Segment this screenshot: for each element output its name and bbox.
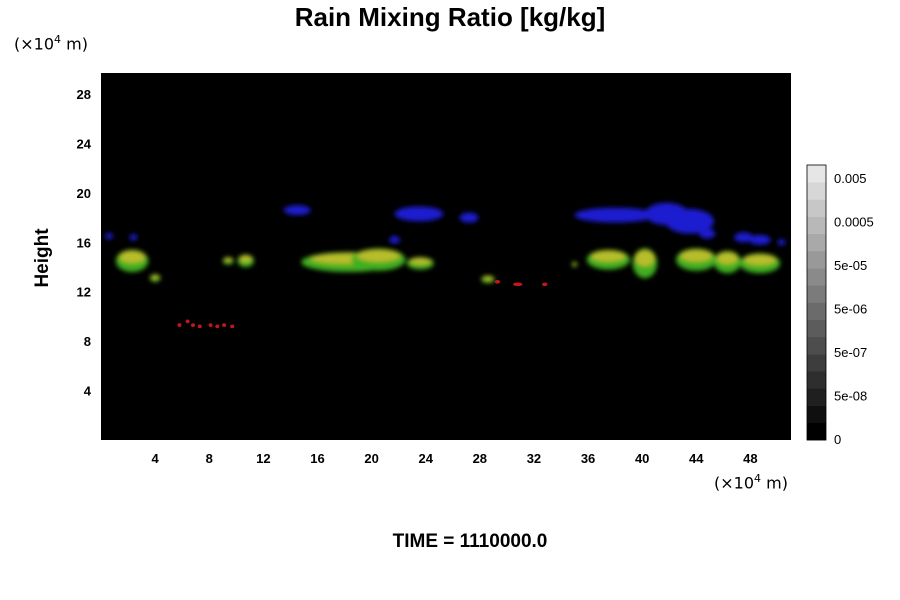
colorbar-frame [806, 164, 827, 441]
colorbar: 0.005 0.0005 5e-05 5e-06 5e-07 5e-08 0 [806, 164, 874, 447]
colorbar-swatch [807, 319, 826, 338]
colorbar-swatch [807, 388, 826, 406]
colorbar-label: 5e-07 [834, 345, 867, 360]
colorbar-label: 5e-06 [834, 302, 867, 317]
rain-regions [105, 202, 786, 329]
rain-cell-core [223, 257, 233, 262]
colorbar-swatch [807, 233, 826, 252]
y-unit-suffix: m) [61, 34, 88, 54]
x-tick-label: 44 [689, 451, 704, 466]
rain-cell [459, 212, 479, 223]
x-tick-label: 24 [418, 451, 433, 466]
y-tick-label: 20 [77, 186, 91, 201]
colorbar-swatch [807, 354, 826, 372]
x-tick-label: 20 [364, 451, 378, 466]
y-axis-ticks: 4 8 12 16 20 24 28 [77, 87, 92, 399]
rain-cell-core [591, 250, 626, 262]
rain-cell [129, 234, 138, 241]
x-unit-prefix: (×10 [714, 473, 755, 493]
colorbar-swatch [807, 199, 826, 217]
rain-cell-core [680, 249, 713, 262]
rain-cell [185, 319, 190, 324]
colorbar-swatch [807, 250, 826, 269]
y-tick-label: 24 [77, 136, 92, 151]
rain-cell [177, 323, 182, 327]
rain-cell [542, 282, 548, 287]
rain-cell-core [716, 252, 739, 265]
colorbar-swatch [807, 165, 826, 183]
rain-cell [230, 324, 235, 329]
colorbar-label: 0 [834, 432, 841, 447]
x-unit-exponent: 4 [754, 472, 762, 485]
y-unit-label: (×104 m) [14, 33, 88, 53]
rain-cell [283, 205, 311, 216]
rain-cell-core [119, 250, 146, 264]
x-axis-ticks: 4 8 12 16 20 24 28 32 36 40 44 48 [152, 451, 758, 466]
rain-cell-core [239, 255, 253, 263]
x-tick-label: 40 [635, 451, 649, 466]
y-tick-label: 12 [77, 285, 91, 300]
rain-cell [574, 207, 656, 223]
x-tick-label: 32 [527, 451, 541, 466]
region-middle [115, 248, 781, 284]
x-tick-label: 8 [206, 451, 213, 466]
y-tick-label: 4 [84, 384, 92, 399]
y-unit-prefix: (×10 [14, 34, 55, 54]
rain-cell-core [150, 274, 160, 279]
y-tick-label: 28 [77, 87, 91, 102]
plot-area [101, 73, 791, 440]
x-tick-label: 4 [152, 451, 160, 466]
y-tick-label: 16 [77, 235, 91, 250]
rain-cell-core [356, 249, 400, 262]
colorbar-swatch [807, 422, 826, 441]
rain-cell-core [743, 254, 777, 266]
rain-cell-core [572, 262, 577, 266]
rain-cell [777, 239, 786, 246]
x-tick-label: 12 [256, 451, 270, 466]
colorbar-label: 5e-05 [834, 258, 867, 273]
rain-cell [394, 206, 444, 222]
chart-title: Rain Mixing Ratio [kg/kg] [294, 2, 606, 32]
region-low [177, 279, 548, 329]
colorbar-swatch [807, 268, 826, 286]
colorbar-swatch [807, 216, 826, 235]
y-tick-label: 8 [84, 334, 91, 349]
rain-cell [734, 232, 754, 243]
rain-cell [222, 323, 227, 327]
rain-cell [494, 279, 501, 284]
colorbar-swatch [807, 405, 826, 424]
rain-cell [749, 234, 771, 245]
rain-cell [190, 323, 196, 327]
colorbar-swatch [807, 182, 826, 200]
time-label: TIME = 1110000.0 [392, 531, 548, 552]
x-tick-label: 36 [581, 451, 595, 466]
colorbar-label: 0.0005 [834, 215, 874, 230]
x-tick-label: 48 [743, 451, 757, 466]
colorbar-swatch [807, 336, 826, 355]
region-upper [105, 202, 786, 246]
rain-cell-core [482, 276, 494, 281]
x-unit-suffix: m) [761, 473, 788, 493]
y-unit-exponent: 4 [54, 33, 62, 46]
colorbar-swatch [807, 285, 826, 303]
colorbar-label: 0.005 [834, 171, 867, 186]
x-tick-label: 16 [310, 451, 324, 466]
rain-cell [512, 282, 523, 287]
rain-cell [197, 324, 202, 329]
x-unit-label: (×104 m) [714, 472, 788, 492]
rain-cell [215, 324, 220, 329]
colorbar-swatch [807, 302, 826, 320]
colorbar-label: 5e-08 [834, 389, 867, 404]
rain-cell [105, 233, 114, 240]
colorbar-swatch [807, 371, 826, 389]
rain-cell [699, 228, 716, 239]
x-tick-label: 28 [473, 451, 487, 466]
rain-cell [389, 236, 400, 244]
rain-cell [665, 208, 714, 234]
rain-cell-core [635, 249, 655, 267]
rain-cell [208, 323, 213, 327]
rain-cell-core [409, 257, 432, 265]
